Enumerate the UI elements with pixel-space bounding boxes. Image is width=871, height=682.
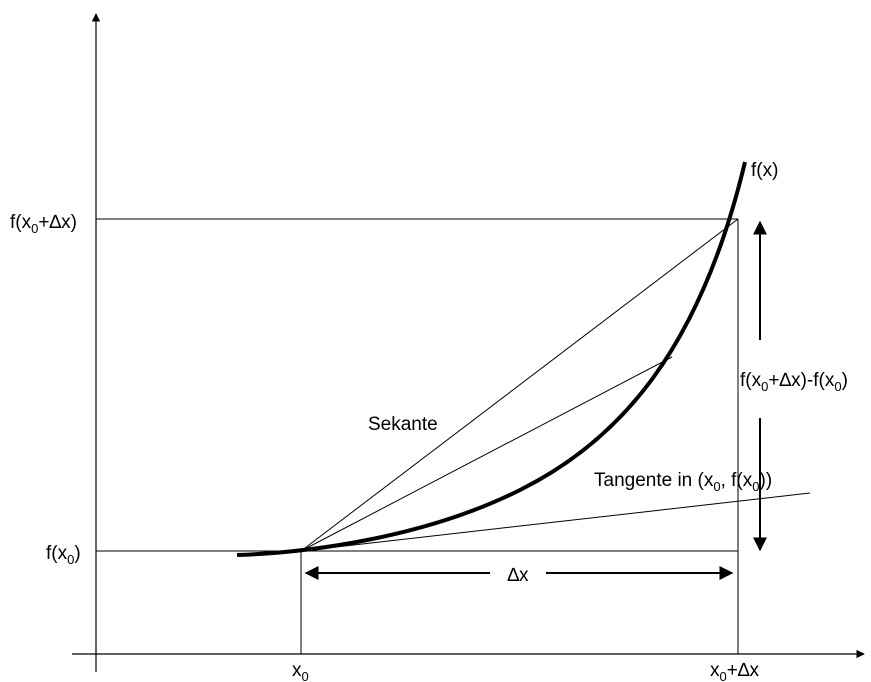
secant-line-intermediate xyxy=(300,356,673,552)
label-delta-x: ∆x xyxy=(507,565,529,586)
label-f-x0: f(x0) xyxy=(46,543,81,567)
label-f-x0-plus-dx: f(x0+∆x) xyxy=(10,212,77,236)
tangent-line xyxy=(300,492,811,552)
label-secant: Sekante xyxy=(368,414,438,435)
label-x0-plus-dx: x0+∆x xyxy=(710,660,759,682)
label-tangent: Tangente in (x0, f(x0)) xyxy=(594,470,772,494)
label-delta-y: f(x0+∆x)-f(x0) xyxy=(740,370,848,394)
label-x0: x0 xyxy=(292,660,309,682)
function-curve xyxy=(236,161,747,557)
label-curve-fx: f(x) xyxy=(751,160,778,181)
secant-line xyxy=(300,218,739,552)
